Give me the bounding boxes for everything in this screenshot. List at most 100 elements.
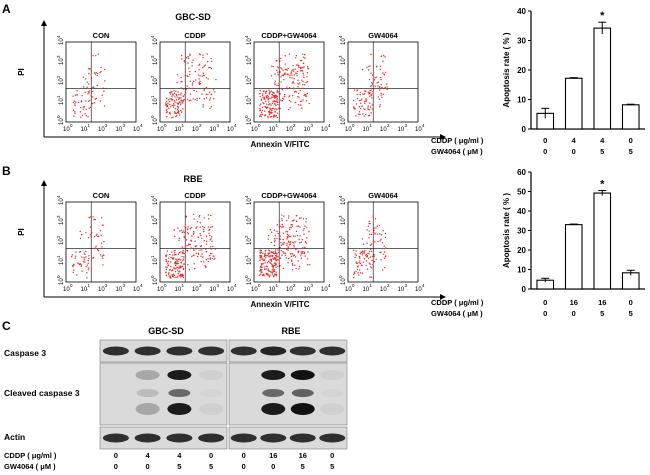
flow-dot xyxy=(172,106,175,108)
x-tick-exponent: 4 xyxy=(234,283,237,288)
flow-dot xyxy=(305,81,307,84)
wb-condition-value: 0 xyxy=(209,451,213,460)
flow-dot xyxy=(378,106,381,108)
flow-dot xyxy=(281,219,283,222)
y-tick-label: 10 xyxy=(59,258,65,265)
blot-band xyxy=(167,370,192,380)
flow-dot xyxy=(279,71,281,73)
flow-dot xyxy=(192,233,195,235)
flow-dot xyxy=(83,259,85,261)
flow-dot xyxy=(177,102,180,105)
flow-dot xyxy=(92,86,94,89)
flow-dot xyxy=(104,80,106,82)
flow-dot xyxy=(193,218,195,220)
flow-dot xyxy=(355,250,357,252)
flow-dot xyxy=(306,264,309,266)
y-tick-exponent: 2 xyxy=(244,235,249,238)
flow-dot xyxy=(374,218,377,220)
flow-dot xyxy=(196,99,198,102)
flow-dot xyxy=(359,107,362,110)
flow-dot xyxy=(101,246,103,248)
y-tick-label: 10 xyxy=(247,38,253,45)
y-tick: 102 xyxy=(150,235,159,245)
flow-dot xyxy=(287,67,289,70)
flow-dot xyxy=(208,218,210,220)
flow-dot xyxy=(209,97,212,99)
flow-dot xyxy=(201,249,203,251)
flow-dot xyxy=(293,244,295,247)
flow-dot xyxy=(169,91,171,94)
y-tick-label: 10 xyxy=(247,78,253,85)
flow-dot xyxy=(270,259,272,262)
flow-dot xyxy=(210,214,212,217)
y-axis-label-wrap: Apoptosis rate ( % ) xyxy=(502,193,511,268)
flow-dot xyxy=(298,265,301,268)
flow-dot xyxy=(356,268,359,271)
flow-dot xyxy=(353,249,355,251)
flow-dot xyxy=(262,252,264,254)
flow-dot xyxy=(260,256,263,258)
flow-dot xyxy=(183,231,185,234)
x-tick-label: 10 xyxy=(116,287,123,293)
flow-dot xyxy=(182,268,185,271)
flow-dot xyxy=(96,233,98,235)
flow-dot xyxy=(199,214,201,217)
y-tick-exponent: 2 xyxy=(244,75,249,78)
y-tick-label: 10 xyxy=(341,198,347,205)
flow-dot xyxy=(259,256,262,258)
flow-dot xyxy=(209,107,211,109)
flow-dot xyxy=(297,79,299,82)
flow-dot xyxy=(355,270,357,273)
wb-condition-value: 0 xyxy=(114,451,118,460)
flow-dot xyxy=(210,67,213,70)
flow-dot xyxy=(279,246,281,249)
flow-dot xyxy=(205,87,208,89)
flow-dot xyxy=(173,267,175,270)
flow-dot xyxy=(353,106,355,108)
flow-dot xyxy=(191,65,193,67)
flow-dot xyxy=(169,269,171,271)
flow-dot xyxy=(278,256,280,258)
flow-dot xyxy=(177,110,180,113)
flow-dot xyxy=(97,53,99,55)
flow-dot xyxy=(268,112,271,114)
flow-dot xyxy=(183,94,186,96)
flow-dot xyxy=(198,69,200,71)
flow-dot xyxy=(211,252,213,255)
flow-dot xyxy=(283,95,286,98)
flow-dot xyxy=(165,109,168,112)
flow-dot xyxy=(200,260,202,263)
y-tick-label: 10 xyxy=(341,78,347,85)
flow-dot xyxy=(195,227,197,229)
flow-dot xyxy=(282,74,285,77)
x-tick-exponent: 1 xyxy=(370,123,373,128)
x-tick-exponent: 0 xyxy=(70,123,73,128)
flow-dot xyxy=(368,222,370,225)
flow-dot xyxy=(267,252,270,255)
flow-dot xyxy=(302,252,304,255)
flow-dot xyxy=(292,81,294,83)
flow-dot xyxy=(81,270,83,272)
y-tick-exponent: 0 xyxy=(338,115,343,118)
flow-dot xyxy=(280,244,283,246)
flow-dot xyxy=(303,94,305,97)
flow-dot xyxy=(379,76,382,79)
flow-dot xyxy=(173,111,176,113)
flow-dot xyxy=(375,76,378,78)
flow-dot xyxy=(305,95,308,97)
flow-dot xyxy=(364,108,366,111)
flow-dot xyxy=(183,236,186,239)
flow-dot xyxy=(277,103,279,106)
flow-dot xyxy=(282,267,284,270)
flow-dot xyxy=(300,217,302,219)
significance-marker: * xyxy=(600,179,605,191)
flow-dot xyxy=(276,252,278,255)
flow-dot xyxy=(302,87,304,89)
flow-dot xyxy=(262,93,264,95)
flow-dot xyxy=(367,257,370,260)
flow-dot xyxy=(382,253,385,256)
flow-dot xyxy=(179,230,181,232)
x-tick-exponent: 1 xyxy=(88,283,91,288)
flow-dot xyxy=(372,240,375,243)
flow-dot xyxy=(210,106,213,108)
